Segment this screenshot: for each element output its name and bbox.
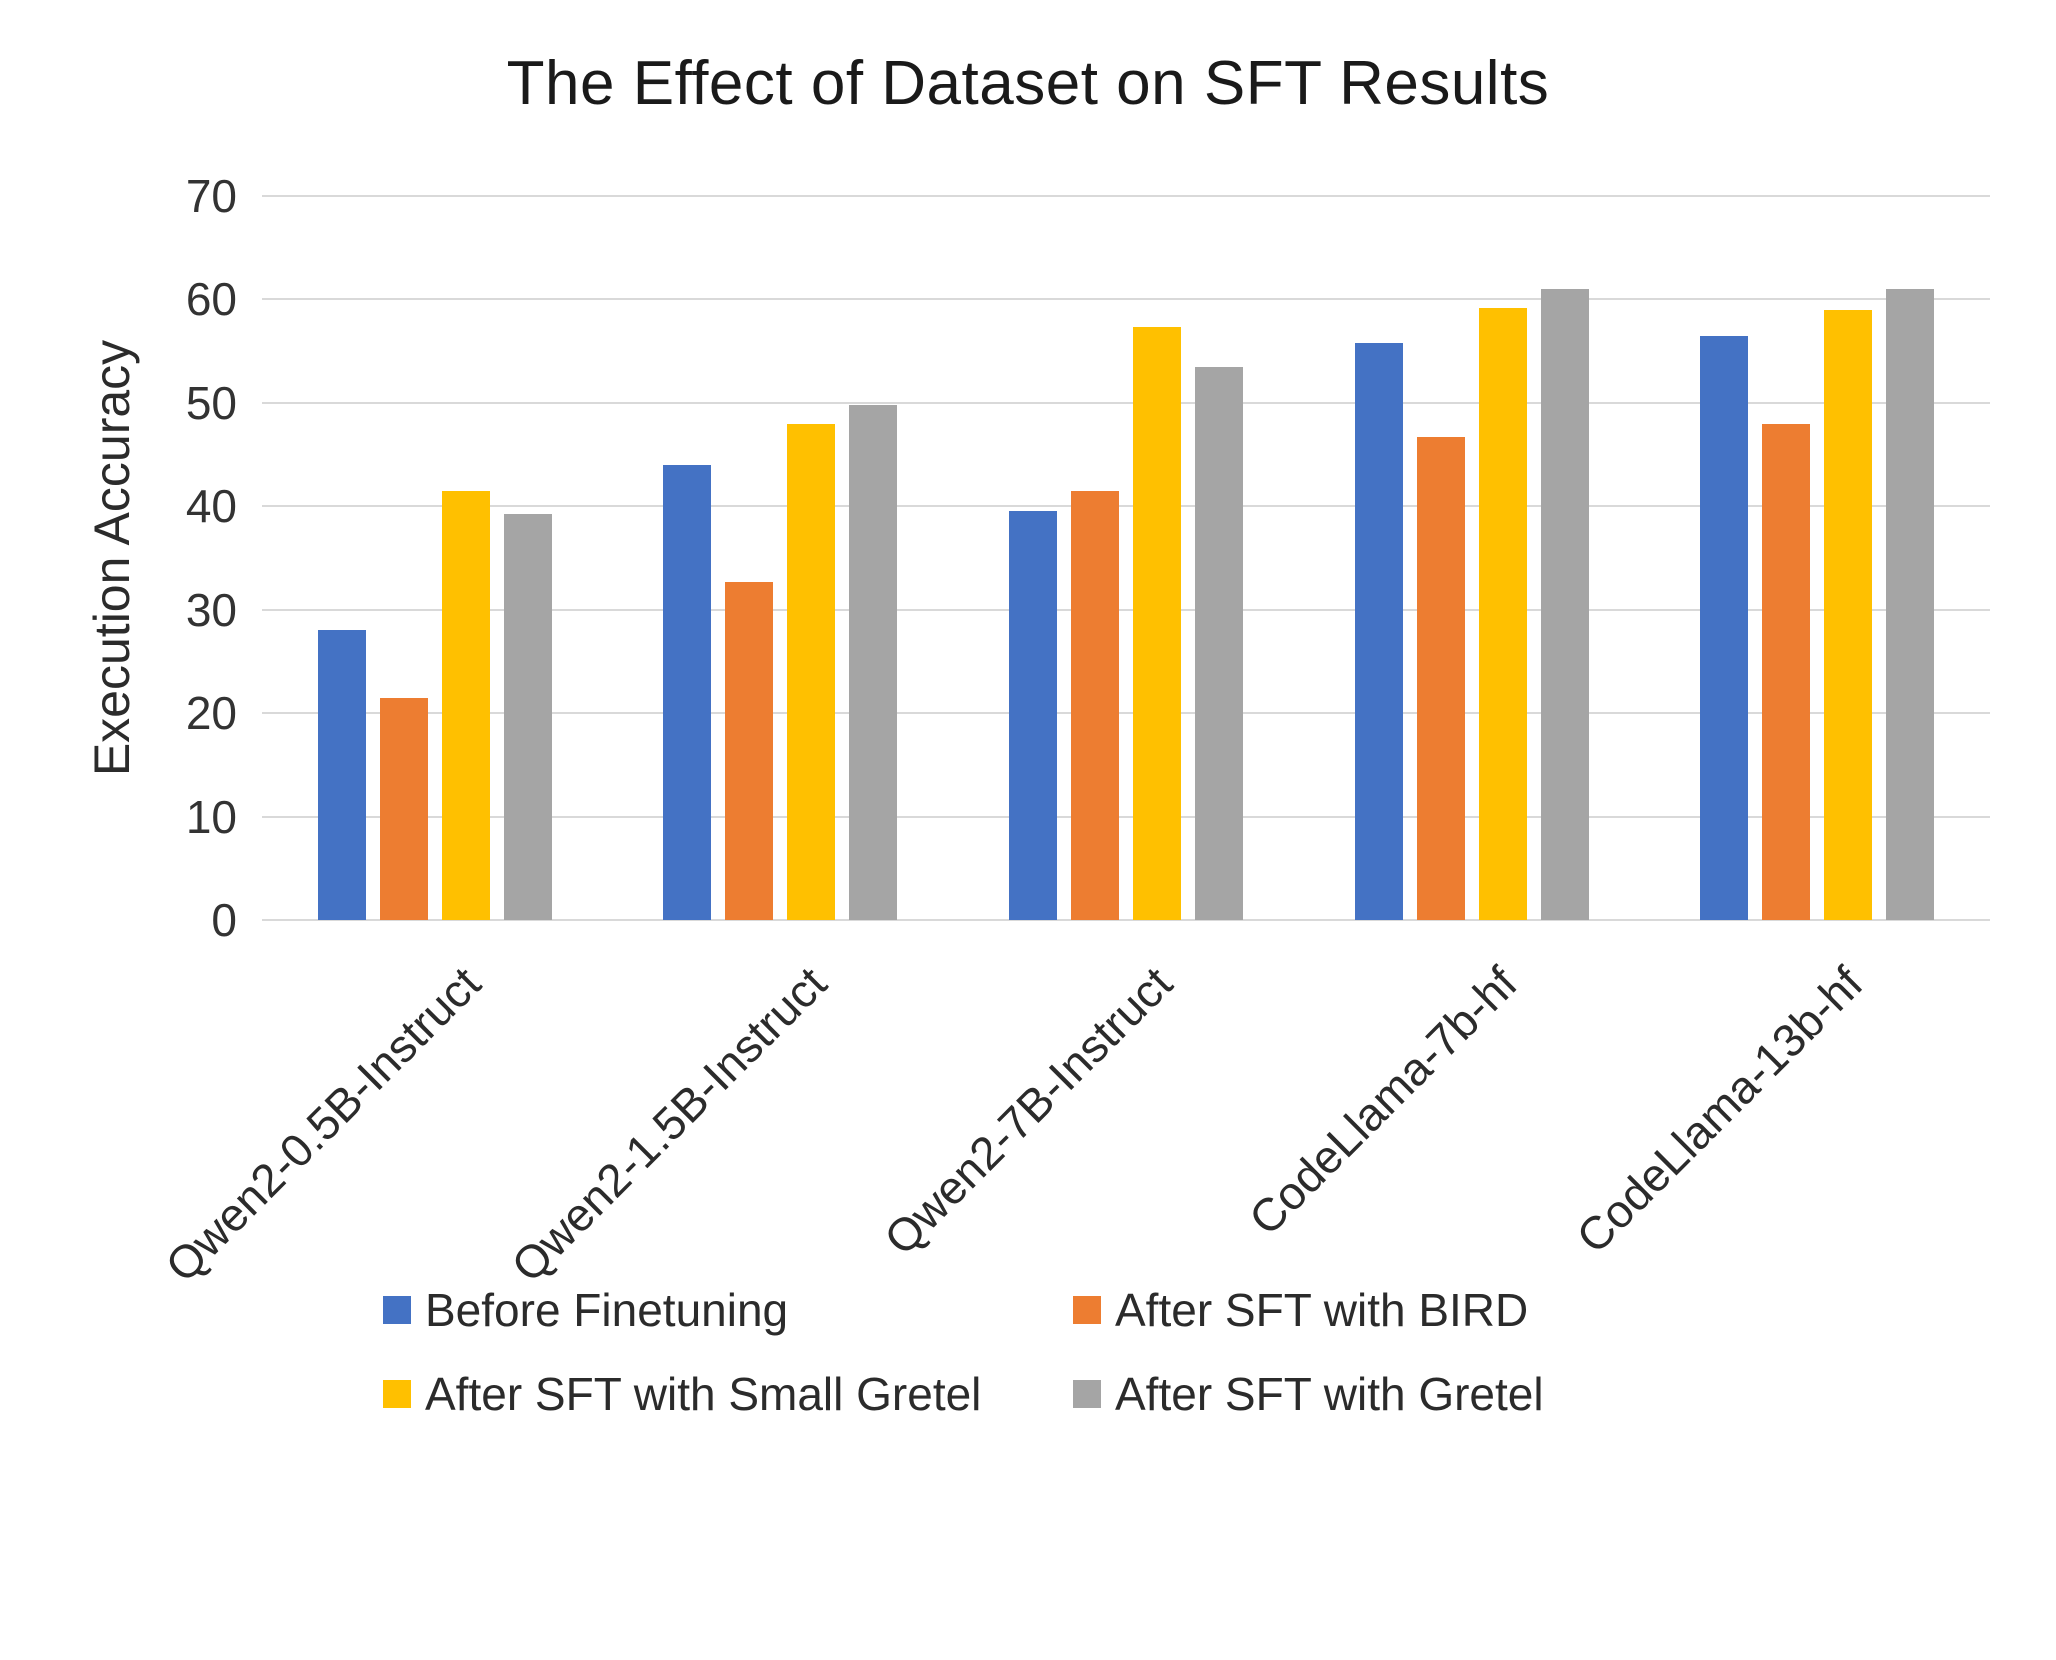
legend-swatch-icon bbox=[1073, 1380, 1101, 1408]
legend-item: After SFT with Small Gretel bbox=[383, 1367, 1073, 1421]
bar bbox=[849, 404, 898, 920]
bar bbox=[1824, 309, 1873, 920]
bar bbox=[1416, 436, 1465, 920]
bar bbox=[1886, 289, 1935, 920]
gridline bbox=[262, 608, 1990, 611]
legend-item: After SFT with Gretel bbox=[1073, 1367, 1544, 1421]
x-category-label: Qwen2-7B-Instruct bbox=[873, 956, 1182, 1265]
y-tick-label: 70 bbox=[185, 170, 237, 222]
y-tick-label: 0 bbox=[211, 894, 237, 946]
legend-label: After SFT with Gretel bbox=[1115, 1368, 1544, 1420]
bar bbox=[503, 513, 552, 920]
bar bbox=[1009, 511, 1057, 920]
legend-label: Before Finetuning bbox=[425, 1284, 789, 1336]
y-tick-label: 60 bbox=[185, 273, 237, 326]
legend-item: After SFT with BIRD bbox=[1073, 1283, 1544, 1337]
gridline bbox=[262, 815, 1990, 818]
bar bbox=[663, 464, 712, 920]
y-tick-label: 10 bbox=[185, 790, 237, 843]
gridline bbox=[262, 401, 1990, 404]
gridline bbox=[262, 298, 1990, 301]
legend-swatch-icon bbox=[383, 1380, 411, 1408]
y-tick-label: 40 bbox=[185, 480, 237, 533]
bar bbox=[1354, 342, 1403, 920]
y-axis-title-text: Execution Accuracy bbox=[84, 339, 140, 777]
gridline bbox=[262, 505, 1990, 508]
legend-label: After SFT with BIRD bbox=[1115, 1284, 1529, 1336]
bar bbox=[787, 423, 836, 920]
gridline bbox=[262, 195, 1990, 197]
bar bbox=[379, 697, 428, 920]
y-tick-label: 20 bbox=[185, 687, 237, 740]
x-category-label: Qwen2-1.5B-Instruct bbox=[500, 956, 836, 1292]
bar bbox=[317, 630, 366, 920]
gridline bbox=[262, 919, 1990, 921]
bar bbox=[1195, 366, 1243, 920]
legend-swatch-icon bbox=[1073, 1296, 1101, 1324]
bar bbox=[1478, 307, 1527, 920]
legend-item: Before Finetuning bbox=[383, 1283, 1073, 1337]
bar bbox=[1700, 335, 1749, 920]
legend-swatch-icon bbox=[383, 1296, 411, 1324]
x-category-label: CodeLlama-7b-hf bbox=[1238, 956, 1528, 1245]
y-tick-label: 50 bbox=[185, 376, 237, 429]
legend-label: After SFT with Small Gretel bbox=[425, 1368, 982, 1420]
bar bbox=[1133, 327, 1181, 920]
bar bbox=[1071, 490, 1119, 920]
chart-title: The Effect of Dataset on SFT Results bbox=[506, 49, 1550, 118]
bar bbox=[725, 581, 774, 920]
legend: Before Finetuning After SFT with BIRD Afte… bbox=[383, 1283, 1544, 1421]
bar bbox=[441, 490, 490, 920]
x-category-label: CodeLlama-13b-hf bbox=[1566, 956, 1873, 1263]
gridline bbox=[262, 712, 1990, 715]
bar bbox=[1762, 423, 1811, 920]
bar bbox=[1540, 289, 1589, 920]
y-tick-label: 30 bbox=[185, 583, 237, 636]
x-category-label: Qwen2-0.5B-Instruct bbox=[155, 956, 491, 1292]
